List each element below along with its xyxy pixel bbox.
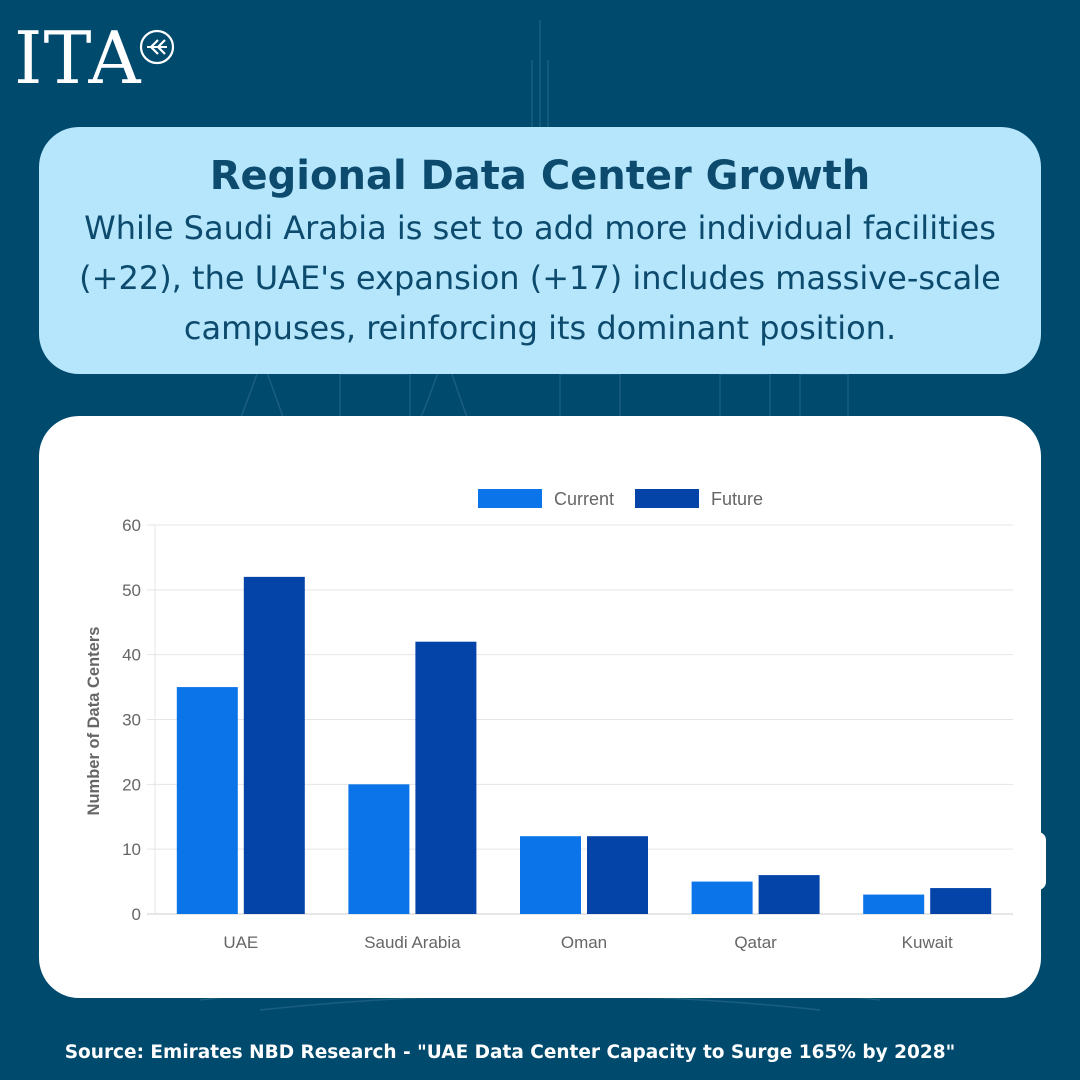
y-tick-label: 50 (122, 581, 141, 600)
x-tick-label: Qatar (734, 933, 777, 952)
y-tick-label: 10 (122, 840, 141, 859)
bar-current-saudi-arabia (348, 784, 410, 914)
legend-label-current: Current (554, 489, 614, 509)
bar-future-qatar (758, 875, 820, 914)
bar-future-oman (587, 836, 648, 914)
double-chevron-circle-icon (139, 29, 174, 65)
bar-future-saudi-arabia (415, 641, 477, 914)
chart-card: 0 10 20 30 40 50 60 UAE Saudi Arabia Oman Qatar Kuw… (39, 416, 1041, 998)
y-tick-label: 0 (132, 905, 141, 924)
y-tick-label: 60 (122, 516, 141, 535)
bar-chart: 0 10 20 30 40 50 60 UAE Saudi Arabia Oman Qatar Kuw… (85, 489, 1013, 952)
bar-current-qatar (691, 881, 753, 914)
y-tick-label: 30 (122, 711, 141, 730)
x-tick-label: UAE (223, 933, 258, 952)
side-tab (1030, 832, 1046, 890)
x-tick-label: Saudi Arabia (364, 933, 461, 952)
legend-swatch-future (635, 489, 699, 508)
header-card: Regional Data Center Growth While Saudi … (39, 127, 1041, 374)
page-title: Regional Data Center Growth (209, 153, 871, 199)
y-tick-label: 20 (122, 775, 141, 794)
logo: ITA (14, 22, 176, 94)
y-tick-label: 40 (122, 646, 141, 665)
y-axis-title: Number of Data Centers (85, 627, 103, 816)
legend-swatch-current (478, 489, 542, 508)
bar-current-kuwait (863, 894, 925, 914)
legend-label-future: Future (711, 489, 763, 509)
bar-current-oman (520, 836, 581, 914)
logo-text: ITA (14, 16, 142, 100)
header-description: While Saudi Arabia is set to add more in… (79, 209, 1001, 347)
x-tick-label: Oman (561, 933, 607, 952)
bar-future-uae (243, 576, 305, 914)
bar-future-kuwait (930, 888, 992, 914)
source-citation: Source: Emirates NBD Research - "UAE Dat… (64, 1042, 956, 1063)
bar-current-uae (176, 687, 238, 914)
x-tick-label: Kuwait (902, 933, 953, 952)
